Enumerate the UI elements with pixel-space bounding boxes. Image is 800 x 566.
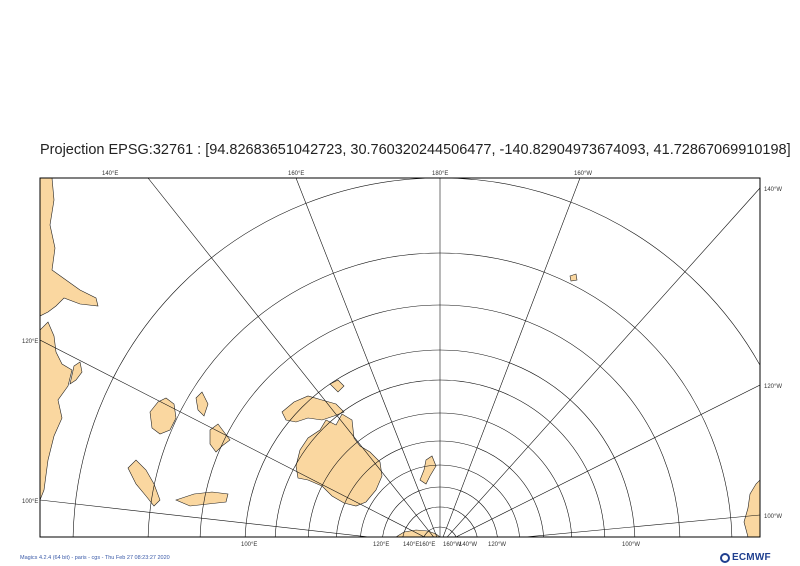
land-fiji — [329, 379, 345, 393]
land-new-zealand — [419, 455, 437, 485]
land-sulawesi — [209, 423, 231, 453]
label-top-140e: 140°E — [102, 171, 118, 177]
label-top-160e: 160°E — [288, 171, 304, 177]
ecmwf-logo-text: ECMWF — [732, 552, 771, 563]
label-right-120w: 120°W — [764, 384, 782, 390]
land-asia-mainland — [40, 321, 73, 501]
meridians — [40, 178, 760, 537]
label-bottom-140w: 140°W — [459, 542, 477, 548]
ecmwf-logo-icon — [720, 552, 730, 563]
label-bottom-140e: 140°E — [403, 542, 419, 548]
label-bottom-100e: 100°E — [241, 542, 257, 548]
land-japan-chain — [69, 361, 83, 385]
land-borneo — [149, 397, 177, 435]
land-small-island — [569, 273, 578, 282]
label-left-100e: 100°E — [22, 499, 38, 505]
land-sumatra — [127, 459, 161, 507]
map-title: Projection EPSG:32761 : [94.826836510427… — [40, 142, 791, 158]
label-bottom-160w: 160°W — [443, 542, 461, 548]
label-left-120e: 120°E — [22, 339, 38, 345]
label-top-180e: 180°E — [432, 171, 448, 177]
label-top-160w: 160°W — [574, 171, 592, 177]
label-bottom-160e: 160°E — [419, 542, 435, 548]
software-credit: Magics 4.2.4 (64 bit) - paris - cgs - Th… — [20, 555, 170, 561]
land-philippines — [195, 391, 209, 417]
label-right-100w: 100°W — [764, 514, 782, 520]
label-right-140w: 140°W — [764, 187, 782, 193]
map-frame — [39, 177, 761, 538]
label-bottom-120e: 120°E — [373, 542, 389, 548]
ecmwf-logo: ECMWF — [720, 552, 771, 563]
graticule-labels: 140°E 160°E 180°E 160°W 120°E 100°E 140°… — [22, 171, 782, 548]
land-java — [175, 491, 229, 507]
label-bottom-100w: 100°W — [622, 542, 640, 548]
land-new-guinea — [281, 395, 345, 423]
label-bottom-120w: 120°W — [488, 542, 506, 548]
land-south-america — [743, 479, 760, 537]
land-asia-top — [40, 178, 99, 317]
